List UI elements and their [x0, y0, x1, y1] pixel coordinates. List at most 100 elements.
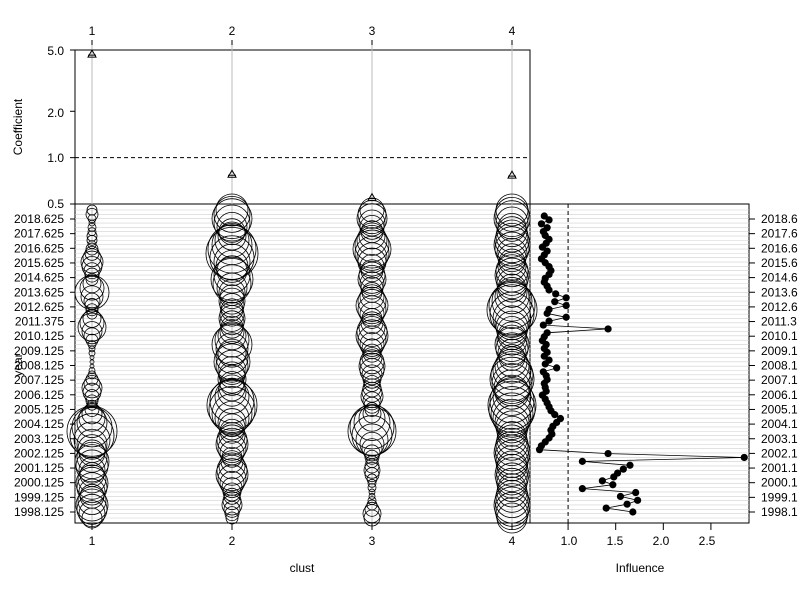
bubble: [364, 449, 380, 465]
bubble: [215, 427, 249, 461]
bubble-layer: [66, 193, 538, 534]
bubble: [219, 310, 245, 336]
year-tick-label: 2011.375: [15, 315, 64, 329]
bubble: [493, 434, 531, 472]
bubble: [496, 346, 528, 378]
coef-y-axis-title: Coefficient: [11, 98, 25, 155]
bubble: [216, 211, 248, 243]
bubble: [488, 282, 536, 329]
influence-tick-label: 2.5: [699, 534, 716, 548]
bubble: [217, 338, 247, 368]
bubble: [363, 444, 381, 462]
influence-point: [562, 301, 570, 310]
bubble: [88, 349, 96, 357]
influence-point: [539, 321, 547, 329]
influence-point: [545, 216, 553, 224]
influence-point: [604, 449, 612, 458]
bubble: [86, 234, 98, 246]
bubble: [486, 284, 538, 336]
bubble: [216, 255, 248, 287]
bubble: [78, 456, 106, 484]
influence-point: [543, 309, 551, 317]
bubble: [217, 377, 247, 407]
bubble: [76, 472, 108, 504]
bubble: [361, 364, 383, 386]
year-tick-label: 2013.625: [14, 285, 64, 299]
bubble: [88, 345, 96, 353]
year-tick-label: 2014.625: [14, 271, 64, 285]
year-tick-label-right: 2018.6: [761, 212, 798, 226]
top-tick-label: 1: [89, 24, 96, 38]
bubble: [494, 327, 530, 362]
bubble: [496, 277, 528, 308]
bubble: [355, 289, 389, 322]
bubble-y-axis-title: year: [11, 353, 25, 376]
bubble: [494, 231, 530, 267]
bubble: [352, 229, 392, 269]
year-tick-label-right: 2010.1: [761, 329, 798, 343]
year-tick-label-right: 2011.3: [761, 315, 797, 329]
influence-point: [535, 446, 544, 454]
coef-y-tick-label: 0.5: [47, 197, 64, 211]
bubble: [493, 226, 531, 264]
top-tick-label: 3: [369, 24, 376, 38]
bubble: [224, 506, 240, 522]
influence-point: [632, 488, 640, 497]
bubble: [495, 263, 529, 296]
bubble: [218, 287, 246, 315]
influence-point: [537, 220, 546, 228]
influence-point: [562, 294, 570, 302]
year-tick-label-right: 2000.1: [761, 476, 798, 490]
bubble: [85, 303, 99, 317]
year-tick-label-right: 2014.6: [761, 271, 798, 285]
coef-y-tick-label: 2.0: [47, 106, 64, 120]
bubble: [85, 242, 99, 256]
bubble: [66, 405, 118, 457]
bubble: [88, 219, 96, 227]
influence-point: [740, 453, 748, 462]
bubble: [78, 478, 106, 506]
x-tick-label: 3: [369, 534, 376, 548]
year-tick-label: 2001.125: [14, 461, 64, 475]
year-tick-label-right: 1998.1: [761, 505, 798, 519]
bubble: [494, 348, 530, 384]
influence-point: [538, 243, 546, 251]
bubble: [349, 404, 395, 450]
bubble: [213, 195, 251, 233]
bubble: [495, 332, 529, 366]
influence-point: [623, 500, 631, 508]
bubble: [77, 486, 107, 516]
year-tick-label: 2007.125: [14, 373, 64, 387]
bubble: [494, 431, 530, 466]
year-tick-label-right: 2005.1: [761, 402, 798, 416]
bubble: [495, 206, 529, 240]
year-tick-label: 2005.125: [14, 402, 64, 416]
bubble: [496, 502, 528, 534]
bubble: [357, 295, 387, 325]
bubble: [497, 243, 527, 273]
bubble: [490, 353, 534, 397]
bubble: [75, 449, 109, 483]
bubble: [218, 305, 246, 332]
bubble: [215, 193, 249, 227]
bubble: [495, 453, 529, 487]
influence-point: [540, 212, 548, 220]
tick-mark-layer: [70, 40, 755, 530]
bubble: [77, 464, 107, 494]
bubble: [215, 341, 249, 374]
bubble: [360, 276, 384, 300]
bubble: [368, 492, 376, 500]
bubble: [498, 344, 526, 371]
year-tick-label-right: 2004.1: [761, 417, 798, 431]
influence-point: [626, 461, 634, 469]
influence-layer: [535, 204, 748, 523]
bubble: [489, 291, 535, 337]
bubble: [364, 501, 380, 517]
bubble: [214, 322, 250, 358]
x-axis-title: clust: [290, 561, 315, 575]
bubble: [75, 466, 109, 500]
bubble: [489, 356, 535, 402]
bubble: [368, 488, 376, 496]
bubble: [493, 486, 531, 524]
